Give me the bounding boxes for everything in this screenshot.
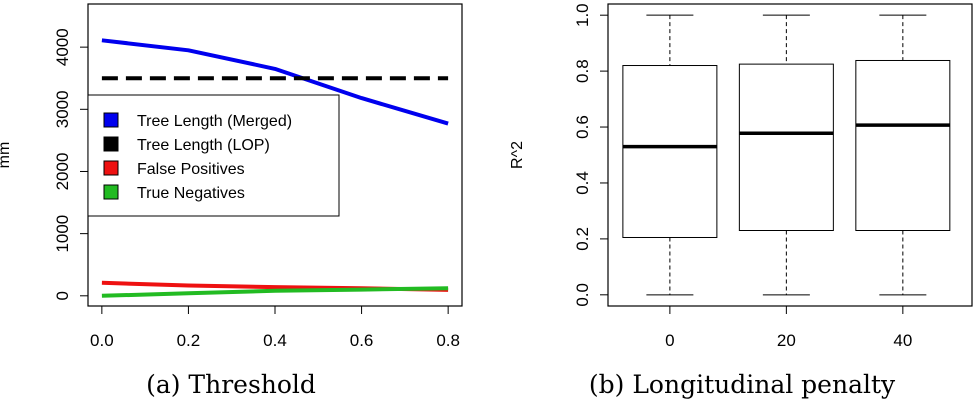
y-tick-label: 0 [53, 291, 72, 300]
box-20 [738, 14, 834, 296]
legend-label: Tree Length (LOP) [137, 137, 270, 154]
chart-threshold: 0 1000 2000 3000 4000 0.0 0.2 0.4 0.6 0.8 mm Tre… [0, 3, 463, 399]
y-axis: 0.0 0.2 0.4 0.6 0.8 1.0 [573, 3, 609, 307]
y-tick-label: 4000 [53, 28, 72, 66]
y-tick-label: 3000 [53, 90, 72, 128]
x-tick-label: 20 [777, 331, 796, 350]
chart-longitudinal-penalty: 0.0 0.2 0.4 0.6 0.8 1.0 0 20 40 R^2 (b) Longitu… [509, 3, 973, 399]
series-line [101, 286, 449, 298]
iqr-box [622, 65, 718, 238]
caption-a: (a) Threshold [146, 370, 316, 399]
y-tick-label: 0.8 [573, 59, 592, 83]
y-tick-label: 2000 [53, 153, 72, 191]
y-axis: 0 1000 2000 3000 4000 [53, 28, 89, 301]
x-tick-label: 0.4 [263, 331, 287, 350]
boxplot-group [622, 14, 951, 296]
y-axis-label: R^2 [509, 141, 526, 169]
legend: Tree Length (Merged) Tree Length (LOP) Fal… [87, 94, 340, 217]
y-tick-label: 0.6 [573, 115, 592, 139]
legend-swatch [103, 160, 119, 176]
x-tick-label: 40 [893, 331, 912, 350]
legend-swatch [103, 112, 119, 128]
iqr-box [855, 59, 951, 231]
legend-label: True Negatives [137, 185, 245, 202]
y-tick-label: 0.4 [573, 171, 592, 195]
x-tick-label: 0 [665, 331, 674, 350]
series-line [101, 38, 449, 126]
y-tick-label: 1000 [53, 215, 72, 253]
caption-b: (b) Longitudinal penalty [589, 370, 896, 399]
legend-swatch [103, 184, 119, 200]
y-tick-label: 0.0 [573, 283, 592, 307]
box-40 [855, 14, 951, 296]
series-group [101, 38, 449, 298]
y-tick-label: 1.0 [573, 3, 592, 27]
x-axis: 0.0 0.2 0.4 0.6 0.8 [90, 305, 460, 350]
x-tick-label: 0.2 [177, 331, 201, 350]
y-axis-label: mm [0, 142, 13, 169]
x-tick-label: 0.0 [90, 331, 114, 350]
y-tick-label: 0.2 [573, 227, 592, 251]
x-tick-label: 0.8 [436, 331, 460, 350]
x-axis: 0 20 40 [665, 305, 912, 350]
legend-swatch [103, 136, 119, 152]
x-tick-label: 0.6 [350, 331, 374, 350]
box-0 [622, 14, 718, 296]
legend-label: False Positives [137, 161, 245, 178]
legend-label: Tree Length (Merged) [137, 113, 292, 130]
legend-box [87, 94, 340, 217]
iqr-box [738, 63, 834, 231]
